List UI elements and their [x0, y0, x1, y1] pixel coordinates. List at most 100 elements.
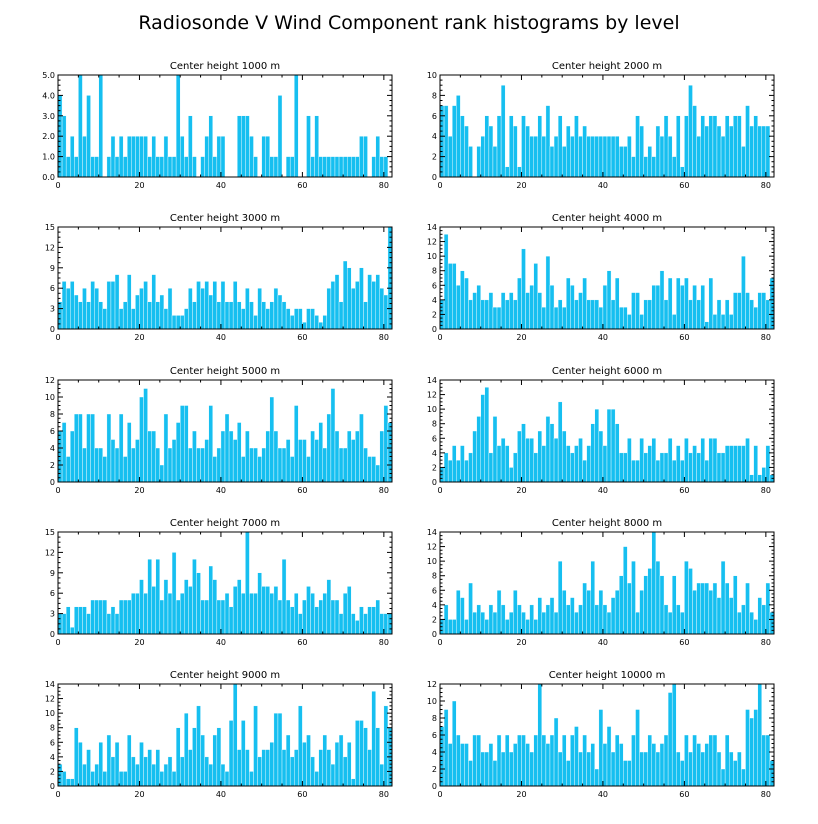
histogram-bar: [102, 308, 108, 330]
histogram-bar: [363, 301, 368, 330]
histogram-bar: [631, 560, 636, 635]
histogram-bar: [346, 267, 352, 330]
histogram-bar: [452, 263, 457, 330]
histogram-bar: [761, 734, 767, 787]
histogram-bar: [643, 751, 648, 787]
histogram-bar: [204, 756, 209, 787]
histogram-bar: [342, 447, 348, 483]
histogram-bar: [447, 263, 453, 330]
histogram-bar: [224, 593, 230, 635]
histogram-bar: [757, 125, 762, 178]
histogram-bar: [74, 294, 79, 330]
x-tick-label: 0: [55, 790, 60, 799]
y-tick-label: 0.0: [42, 173, 55, 182]
histogram-bar: [570, 285, 575, 330]
histogram-bar: [253, 447, 258, 483]
histogram-bar: [220, 599, 226, 635]
histogram-bar: [196, 705, 201, 787]
histogram-bar: [74, 727, 79, 787]
histogram-bar: [761, 467, 767, 483]
histogram-bar: [741, 255, 746, 330]
histogram-bar: [700, 285, 705, 330]
histogram-bar: [598, 135, 604, 178]
histogram-bar: [500, 84, 506, 178]
histogram-bar: [82, 135, 87, 178]
histogram-bar: [285, 599, 291, 635]
histogram-bar: [318, 422, 323, 483]
histogram-bar: [500, 292, 506, 330]
histogram-bar: [663, 604, 669, 635]
histogram-bar: [720, 452, 726, 483]
histogram-bar: [610, 751, 616, 787]
histogram-bar: [139, 742, 144, 787]
histogram-bar: [688, 84, 693, 178]
histogram-bar: [192, 559, 197, 635]
histogram-bar: [228, 430, 234, 483]
histogram-bar: [57, 301, 63, 330]
histogram-bar: [631, 156, 636, 178]
histogram-bar: [367, 274, 372, 330]
y-tick-label: 6: [432, 586, 437, 595]
histogram-bar: [484, 387, 490, 483]
histogram-bar: [720, 314, 726, 330]
histogram-bar: [684, 438, 689, 483]
histogram-bar: [220, 281, 226, 330]
histogram-bar: [480, 611, 486, 635]
histogram-bar: [175, 74, 181, 178]
histogram-bar: [289, 456, 295, 483]
histogram-bar: [131, 135, 136, 178]
histogram-bar: [265, 308, 271, 330]
histogram-bar: [676, 277, 681, 330]
histogram-bar: [627, 760, 632, 787]
histogram-bar: [733, 575, 738, 635]
histogram-bar: [318, 749, 323, 787]
histogram-bar: [598, 590, 604, 635]
histogram-bar: [188, 288, 193, 330]
x-tick-label: 60: [297, 333, 307, 342]
y-tick-label: 2: [432, 463, 437, 472]
histogram-bar: [143, 593, 148, 635]
histogram-bar: [460, 445, 465, 483]
y-tick-label: 2: [50, 461, 55, 470]
histogram-bar: [212, 456, 218, 483]
histogram-bar: [602, 285, 608, 330]
histogram-bar: [273, 288, 279, 330]
histogram-bar: [86, 413, 91, 483]
histogram-bar: [492, 416, 498, 483]
histogram-bar: [122, 456, 128, 483]
histogram-bar: [147, 559, 152, 635]
y-tick-label: 4: [432, 601, 437, 610]
histogram-bar: [541, 306, 547, 330]
histogram-bar: [184, 308, 189, 330]
histogram-bar: [175, 727, 181, 787]
histogram-bar: [671, 575, 677, 635]
histogram-bar: [143, 756, 148, 787]
histogram-bar: [110, 756, 116, 787]
y-tick-label: 8: [50, 410, 55, 419]
histogram-bar: [533, 452, 538, 483]
histogram-bar: [476, 604, 481, 635]
histogram-bar: [285, 439, 291, 483]
histogram-bar: [586, 590, 591, 635]
histogram-bar: [269, 396, 275, 483]
histogram-bar: [504, 166, 510, 178]
histogram-bar: [232, 439, 238, 483]
histogram-bar: [318, 322, 323, 330]
histogram-bar: [578, 751, 583, 787]
histogram-bar: [737, 115, 742, 178]
histogram-bar: [757, 597, 762, 635]
histogram-bar: [712, 582, 718, 635]
histogram-bar: [504, 734, 510, 787]
x-tick-label: 0: [55, 486, 60, 495]
histogram-bar: [667, 438, 673, 483]
histogram-bar: [671, 683, 677, 787]
histogram-bar: [375, 274, 380, 330]
histogram-bar: [298, 705, 303, 787]
histogram-bar: [90, 413, 95, 483]
histogram-bar: [155, 559, 161, 635]
histogram-bar: [277, 294, 283, 330]
histogram-bar: [118, 413, 124, 483]
histogram-bar: [265, 749, 271, 787]
histogram-bar: [302, 322, 307, 330]
histogram-bar: [200, 734, 205, 787]
